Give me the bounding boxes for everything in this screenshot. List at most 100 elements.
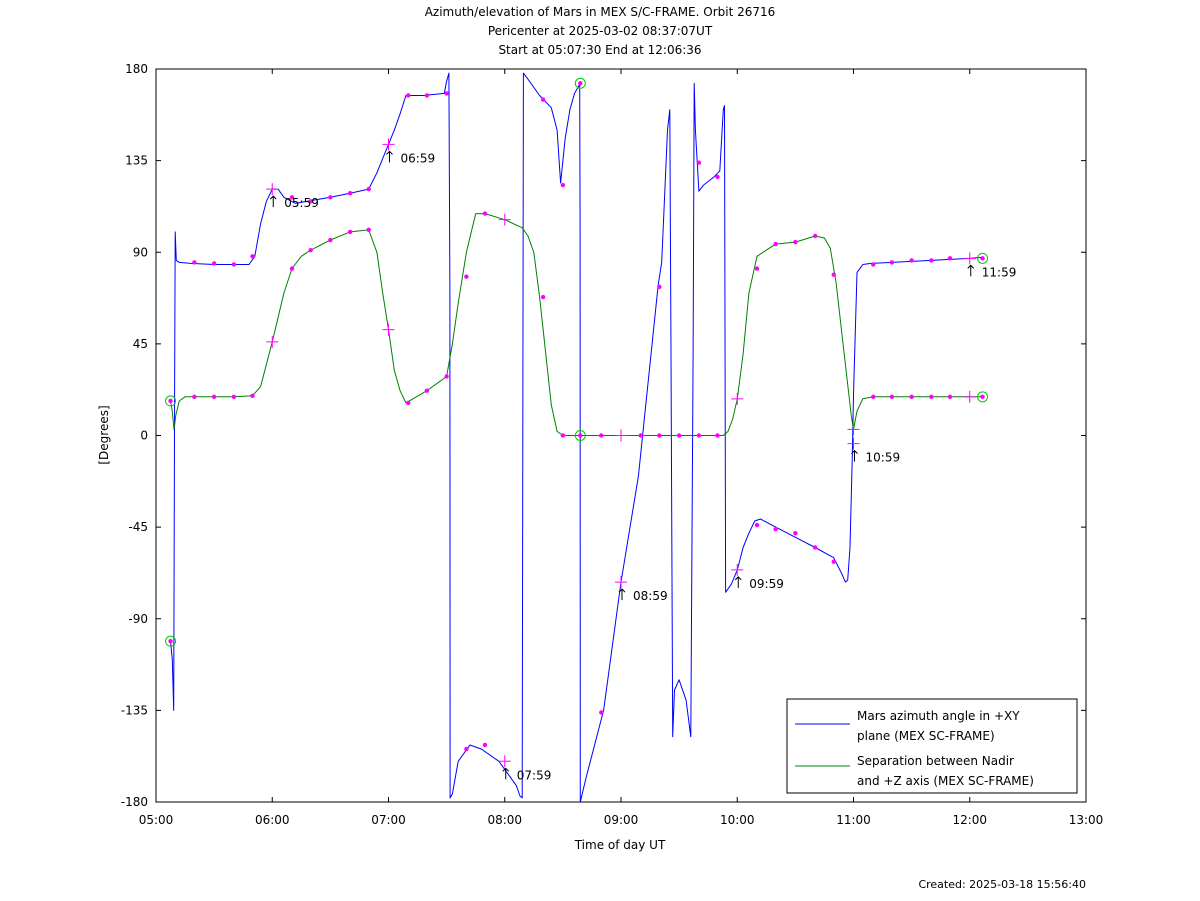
separation-hour-dot [328, 237, 333, 243]
time-label-arrow [734, 576, 742, 588]
time-label: 06:59 [401, 151, 436, 165]
separation-series-line [170, 213, 983, 436]
separation-hour-dot [871, 394, 876, 400]
x-tick-label: 10:00 [720, 813, 755, 827]
time-label: 10:59 [866, 451, 901, 465]
azimuth-hour-dot [599, 710, 604, 715]
azimuth-hour-dot [211, 261, 217, 266]
legend: Mars azimuth angle in +XY plane (MEX SC-… [786, 698, 1078, 794]
separation-hour-dot [754, 266, 760, 271]
separation-hour-dot [773, 241, 778, 247]
separation-hour-dot [464, 274, 469, 279]
y-tick-label: 45 [133, 337, 148, 351]
time-label-arrow [967, 264, 975, 277]
legend-azimuth-line1: Mars azimuth angle in +XY [857, 709, 1020, 723]
separation-hour-dot [211, 394, 217, 400]
separation-hour-dot [831, 272, 836, 277]
time-label: 08:59 [633, 589, 668, 603]
time-label-arrow [269, 195, 277, 208]
separation-hour-dot [231, 394, 237, 400]
hour-cross-marker [847, 437, 860, 450]
start-end-dot [168, 398, 173, 404]
start-end-circle-marker [165, 395, 177, 407]
chart-title: Azimuth/elevation of Mars in MEX S/C-FRA… [424, 5, 776, 19]
separation-hour-dot [250, 393, 255, 398]
start-end-circle-marker [574, 430, 586, 441]
hour-cross-marker [615, 576, 627, 589]
legend-separation-line2: and +Z axis (MEX SC-FRAME) [857, 774, 1034, 788]
y-tick-label: -180 [121, 795, 148, 809]
azimuth-hour-dot [715, 174, 720, 180]
azimuth-hour-dot [696, 160, 702, 165]
x-tick-label: 06:00 [255, 813, 290, 827]
hour-cross-marker [382, 323, 395, 336]
time-label: 05:59 [284, 196, 319, 210]
separation-hour-dot [793, 239, 798, 245]
separation-hour-dot [638, 433, 643, 438]
separation-hour-dot [192, 394, 197, 400]
separation-hour-dot [812, 233, 818, 239]
hour-cross-marker [963, 390, 976, 403]
azimuth-hour-dot [929, 258, 934, 263]
legend-azimuth-line2: plane (MEX SC-FRAME) [857, 729, 995, 743]
separation-hour-dot [289, 266, 295, 271]
series-layer [170, 72, 983, 803]
hour-cross-marker [266, 183, 279, 196]
axis-layer: 05:00 06:00 07:00 08:00 09:00 10:00 11:00 12:00… [121, 62, 1104, 827]
x-tick-label: 05:00 [139, 813, 174, 827]
azimuth-hour-dot [289, 195, 295, 200]
separation-hour-dot [889, 394, 895, 400]
azimuth-hour-dot [406, 93, 411, 98]
hour-cross-marker [498, 213, 511, 226]
marker-layer: 05:59 06:59 07:59 08:59 09:59 10:59 11:59 [165, 77, 1016, 782]
azimuth-series-line [170, 72, 983, 803]
azimuth-hour-dot [192, 260, 197, 265]
time-label-arrow [386, 150, 393, 163]
y-tick-label: -45 [128, 520, 148, 534]
start-end-dot [578, 433, 583, 438]
azimuth-hour-dot [328, 195, 333, 200]
start-end-circle-marker [977, 391, 989, 403]
separation-hour-dot [540, 294, 546, 300]
azimuth-hour-dot [464, 746, 469, 752]
x-tick-label: 12:00 [952, 813, 987, 827]
created-timestamp: Created: 2025-03-18 15:56:40 [918, 878, 1086, 891]
hour-cross-marker [498, 755, 511, 768]
separation-hour-dot [424, 388, 430, 393]
start-end-dot [168, 638, 173, 644]
separation-hour-dot [347, 229, 353, 235]
separation-hour-dot [696, 433, 702, 438]
hour-cross-marker [731, 563, 744, 576]
azimuth-hour-dot [347, 191, 353, 196]
pericenter-subtitle: Pericenter at 2025-03-02 08:37:07UT [487, 24, 713, 38]
azimuth-hour-dot [947, 256, 953, 261]
separation-hour-dot [657, 433, 662, 438]
azimuth-hour-dot [540, 97, 546, 102]
azimuth-hour-dot [773, 526, 778, 532]
start-end-circle-marker [574, 77, 586, 89]
azimuth-hour-dot [793, 531, 798, 536]
separation-hour-dot [947, 394, 953, 400]
start-end-circle-marker [977, 252, 989, 264]
azimuth-hour-dot [754, 522, 760, 528]
azimuth-hour-dot [909, 258, 914, 263]
time-label-arrow [618, 588, 626, 601]
y-tick-label: 90 [133, 245, 148, 259]
azimuth-hour-dot [831, 559, 836, 564]
y-axis-label: [Degrees] [97, 405, 111, 464]
x-axis-label: Time of day UT [574, 838, 666, 852]
legend-separation-line1: Separation between Nadir [857, 754, 1014, 768]
y-tick-label: -90 [128, 612, 148, 626]
x-tick-label: 13:00 [1069, 813, 1104, 827]
hour-cross-marker [266, 335, 279, 348]
separation-hour-dot [599, 433, 604, 438]
azimuth-hour-dot [231, 262, 237, 267]
time-label: 07:59 [517, 768, 552, 782]
separation-hour-dot [406, 400, 411, 406]
hour-cross-marker [731, 392, 744, 405]
start-end-dot [980, 394, 985, 400]
azimuth-hour-dot [812, 545, 818, 550]
azimuth-hour-dot [560, 182, 566, 188]
azimuth-hour-dot [889, 260, 895, 265]
